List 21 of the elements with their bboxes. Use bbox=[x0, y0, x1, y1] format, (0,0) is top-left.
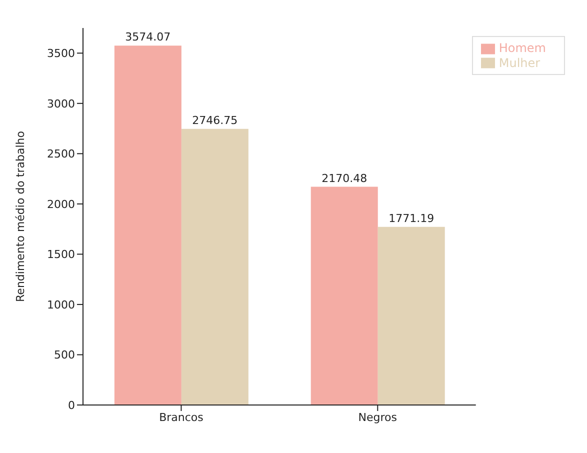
y-tick-label: 3000 bbox=[47, 97, 75, 110]
x-tick-label: Brancos bbox=[159, 410, 204, 424]
bar bbox=[310, 186, 378, 405]
bar bbox=[181, 128, 248, 405]
bar bbox=[378, 226, 445, 405]
data-label: 2170.48 bbox=[322, 172, 368, 185]
legend-label: Homem bbox=[498, 41, 546, 55]
y-tick-label: 3500 bbox=[47, 47, 75, 60]
data-label: 1771.19 bbox=[388, 212, 434, 225]
y-tick-label: 1500 bbox=[47, 248, 75, 262]
y-tick-label: 2500 bbox=[47, 148, 75, 161]
x-tick-label: Negros bbox=[358, 410, 398, 424]
data-label: 2746.75 bbox=[192, 114, 238, 127]
y-tick-label: 2000 bbox=[47, 198, 75, 211]
data-label: 3574.07 bbox=[125, 30, 171, 44]
y-axis-title: Rendimento médio do trabalho bbox=[14, 130, 27, 302]
y-tick-label: 0 bbox=[68, 398, 75, 412]
y-tick-label: 500 bbox=[54, 348, 75, 362]
y-tick-label: 1000 bbox=[47, 298, 75, 312]
legend-label: Mulher bbox=[498, 56, 540, 70]
bar bbox=[114, 46, 182, 405]
